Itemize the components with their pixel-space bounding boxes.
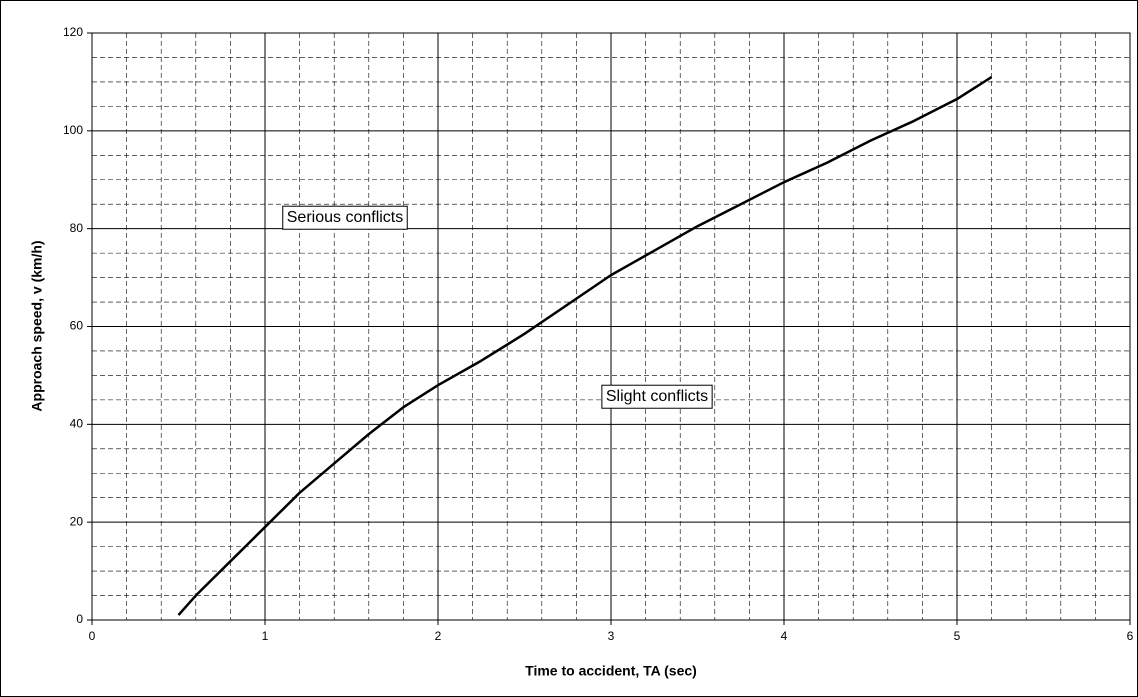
- x-tick-label: 2: [435, 629, 442, 643]
- y-axis-title: Approach speed, v (km/h): [29, 240, 45, 411]
- x-tick-label: 0: [89, 629, 96, 643]
- x-tick-label: 3: [608, 629, 615, 643]
- plot-border: [91, 32, 1131, 621]
- x-tick-label: 4: [781, 629, 788, 643]
- annotation-box: [282, 205, 408, 230]
- y-tick-label: 60: [70, 319, 84, 333]
- y-tick-label: 80: [70, 221, 84, 235]
- annotation-box: [601, 384, 713, 409]
- annotation: Slight conflicts: [606, 388, 708, 405]
- y-tick-label: 20: [70, 514, 84, 528]
- data-line: [177, 75, 993, 616]
- y-tick-label: 0: [76, 612, 83, 626]
- x-tick-label: 5: [954, 629, 961, 643]
- annotation: Serious conflicts: [287, 209, 404, 226]
- y-tick-label: 120: [63, 25, 83, 39]
- x-axis-title: Time to accident, TA (sec): [525, 663, 697, 679]
- x-tick-label: 6: [1127, 629, 1134, 643]
- y-tick-label: 100: [63, 123, 83, 137]
- x-tick-label: 1: [262, 629, 269, 643]
- y-tick-label: 40: [70, 417, 84, 431]
